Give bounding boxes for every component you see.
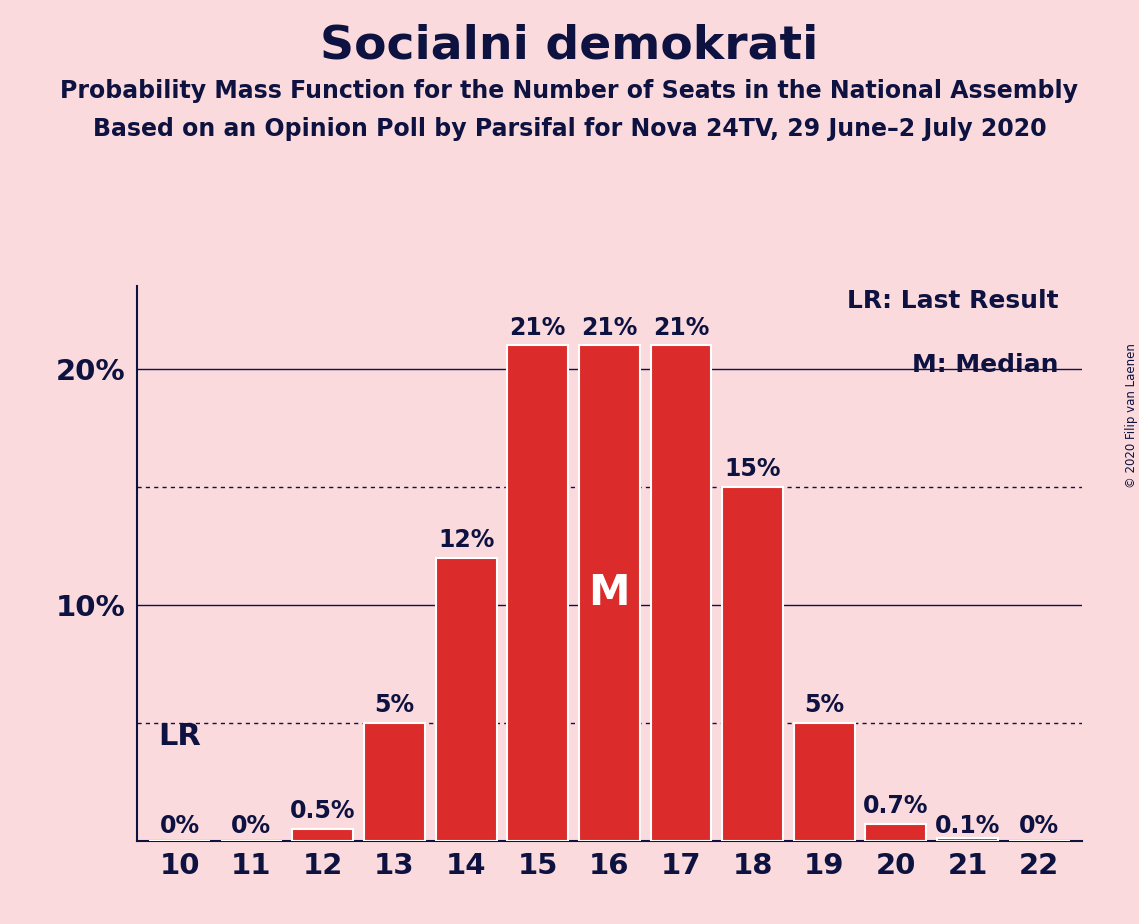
Bar xyxy=(507,346,568,841)
Text: Based on an Opinion Poll by Parsifal for Nova 24TV, 29 June–2 July 2020: Based on an Opinion Poll by Parsifal for… xyxy=(92,117,1047,141)
Bar xyxy=(866,824,926,841)
Text: M: Median: M: Median xyxy=(912,353,1058,377)
Text: Probability Mass Function for the Number of Seats in the National Assembly: Probability Mass Function for the Number… xyxy=(60,79,1079,103)
Text: M: M xyxy=(589,572,630,614)
Text: 0.1%: 0.1% xyxy=(935,814,1000,838)
Text: Socialni demokrati: Socialni demokrati xyxy=(320,23,819,68)
Bar xyxy=(650,346,712,841)
Text: 0.5%: 0.5% xyxy=(290,799,355,823)
Text: 5%: 5% xyxy=(804,693,844,717)
Text: LR: LR xyxy=(158,723,202,751)
Text: 5%: 5% xyxy=(375,693,415,717)
Text: 21%: 21% xyxy=(581,315,638,339)
Text: 0%: 0% xyxy=(1019,814,1059,838)
Text: 0%: 0% xyxy=(231,814,271,838)
Text: 12%: 12% xyxy=(437,528,494,552)
Text: 15%: 15% xyxy=(724,457,781,481)
Bar xyxy=(794,723,854,841)
Bar xyxy=(937,838,998,841)
Text: © 2020 Filip van Laenen: © 2020 Filip van Laenen xyxy=(1124,344,1138,488)
Text: 0%: 0% xyxy=(159,814,199,838)
Text: 21%: 21% xyxy=(653,315,710,339)
Bar xyxy=(722,487,782,841)
Text: 0.7%: 0.7% xyxy=(863,795,928,819)
Text: LR: Last Result: LR: Last Result xyxy=(846,289,1058,313)
Bar xyxy=(436,558,497,841)
Bar xyxy=(364,723,425,841)
Text: 21%: 21% xyxy=(509,315,566,339)
Bar xyxy=(579,346,640,841)
Bar xyxy=(293,829,353,841)
